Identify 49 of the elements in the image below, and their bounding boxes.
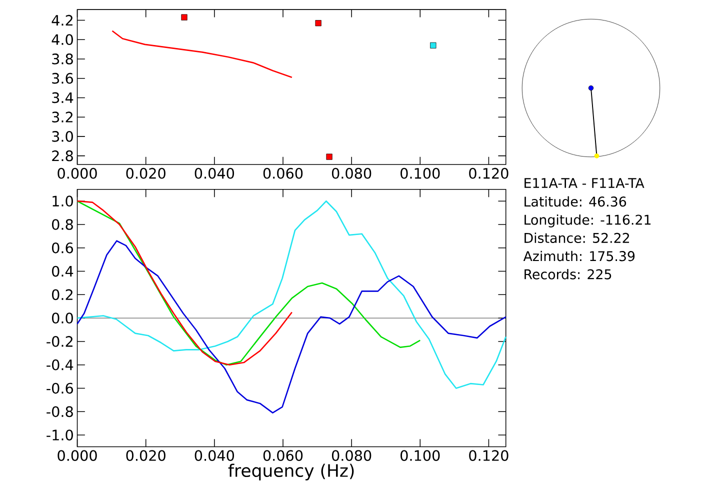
text: Azimuth: 175.39 (523, 250, 635, 261)
line-series (112, 30, 293, 78)
x-tick-label: 0.080 (332, 450, 372, 461)
y-tick-label: 0.4 (52, 266, 74, 276)
y-tick-label: 3.2 (52, 111, 72, 122)
y-tick-label: 2.8 (52, 150, 73, 162)
line-series (76, 240, 507, 414)
y-tick-label: -0.2 (46, 336, 72, 347)
line-series (76, 200, 293, 366)
y-tick-label: -0.4 (46, 359, 74, 370)
x-tick-label: 0.040 (194, 450, 234, 461)
y-tick-label: 4.2 (52, 14, 72, 26)
y-tick-label: 0.0 (52, 312, 73, 324)
x-tick-label: 0.060 (263, 450, 303, 461)
x-tick-label: 0.000 (58, 168, 97, 179)
x-tick-label: 0.120 (469, 450, 508, 461)
line-series (76, 200, 421, 366)
y-tick-label: 0.2 (52, 289, 72, 300)
text: E11A-TA - F11A-TA (524, 178, 644, 188)
point (315, 20, 322, 26)
text: Longitude: -116.21 (524, 214, 651, 228)
text: Records: 225 (524, 268, 612, 280)
y-tick-label: 3.8 (52, 53, 73, 64)
y-tick-label: 3.6 (52, 72, 73, 84)
y-tick-label: 3.0 (52, 130, 73, 142)
x-tick-label: 0.100 (400, 168, 440, 179)
line-series (76, 200, 507, 389)
x-tick-label: 0.120 (469, 168, 508, 179)
x-tick-label: 0.020 (126, 168, 166, 179)
point (430, 42, 436, 48)
y-tick-label: -0.8 (46, 406, 73, 417)
y-tick-label: 0.6 (52, 242, 73, 254)
y-tick-label: -0.6 (46, 382, 73, 394)
point (181, 14, 188, 20)
y-tick-label: 4.0 (52, 34, 73, 45)
text: Distance: 52.22 (524, 232, 630, 243)
y-tick-label: 0.8 (52, 218, 73, 230)
y-tick-label: -1.0 (46, 429, 73, 440)
x-tick-label: 0.020 (126, 450, 166, 461)
text: Latitude: 46.36 (524, 196, 626, 206)
x-tick-label: 0.080 (332, 168, 372, 179)
point (326, 153, 332, 160)
y-tick-label: 1.0 (52, 195, 73, 206)
x-axis-title: frequency (Hz) (228, 463, 354, 480)
x-tick-label: 0.000 (58, 450, 97, 461)
x-tick-label: 0.040 (194, 168, 234, 179)
x-tick-label: 0.060 (263, 168, 303, 179)
y-tick-label: 3.4 (52, 92, 74, 103)
x-tick-label: 0.100 (400, 450, 440, 461)
